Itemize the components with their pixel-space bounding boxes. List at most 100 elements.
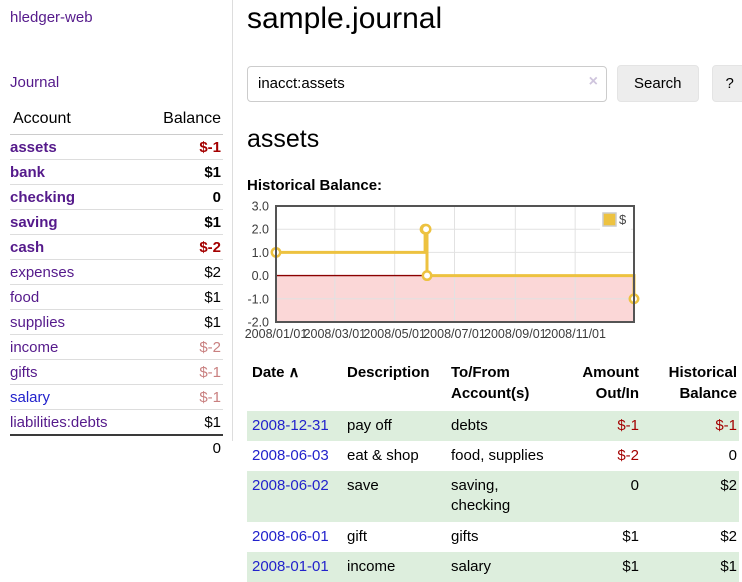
account-balance: $1	[140, 209, 223, 235]
legend-swatch	[602, 211, 617, 227]
transaction-accounts: gifts	[451, 527, 479, 545]
register-row: 2008-06-03 eat & shop food, supplies $-2 0	[247, 441, 739, 471]
account-link[interactable]: food	[10, 289, 40, 306]
transaction-date-cell: 2008-12-31	[247, 411, 347, 441]
column-header-date[interactable]: Date ∧	[252, 363, 300, 381]
column-header-amount: Amount Out/In	[582, 363, 639, 402]
sidebar-item-journal[interactable]: Journal	[10, 74, 60, 91]
account-row: liabilities:debts $1	[10, 409, 223, 435]
account-link[interactable]: liabilities:debts	[10, 414, 108, 431]
column-header-description: Description	[347, 363, 430, 381]
transaction-amount: $1	[622, 557, 639, 575]
transaction-date-cell: 2008-01-01	[247, 552, 347, 582]
chart-title: Historical Balance:	[247, 176, 383, 194]
account-heading: assets	[247, 125, 320, 153]
register-row: 2008-12-31 pay off debts $-1 $-1	[247, 410, 739, 441]
transaction-date-link[interactable]: 2008-06-03	[252, 446, 329, 464]
account-link[interactable]: supplies	[10, 314, 66, 331]
transaction-balance: 0	[728, 446, 737, 464]
y-tick-label: 3.0	[252, 199, 269, 213]
transaction-balance: $2	[720, 527, 737, 545]
account-row: saving $1	[10, 209, 223, 235]
transaction-balance: $2	[720, 477, 737, 494]
clear-search-icon[interactable]: ×	[588, 72, 598, 90]
account-balance: 0	[140, 184, 223, 210]
account-balance: $1	[140, 309, 223, 335]
help-button[interactable]: ?	[711, 65, 742, 102]
account-link[interactable]: salary	[10, 389, 51, 406]
transaction-date-link[interactable]: 2008-06-02	[252, 477, 329, 494]
account-balance: $1	[140, 409, 223, 435]
y-tick-label: -2.0	[247, 315, 269, 329]
x-tick-label: 2008/07/01	[423, 327, 486, 341]
sort-asc-icon: ∧	[288, 363, 300, 381]
data-point-marker	[421, 269, 433, 281]
balance-chart[interactable]: 3.0 2.0 1.0 0.0 -1.0 -2.02008/01/012008/03/01…	[241, 197, 701, 343]
transaction-amount: $-1	[617, 416, 639, 434]
register-row: 2008-01-01 income salary $1 $1	[247, 551, 739, 582]
transaction-amount: $1	[622, 527, 639, 545]
account-row: bank $1	[10, 159, 223, 185]
account-balance: $-2	[140, 334, 223, 360]
search-button[interactable]: Search	[617, 65, 699, 102]
accounts-header-balance: Balance	[140, 108, 223, 135]
search-input[interactable]	[247, 65, 607, 102]
page-title: sample.journal	[247, 2, 443, 35]
y-tick-label: 1.0	[252, 245, 269, 259]
account-link[interactable]: bank	[10, 164, 46, 181]
transaction-amount: $-2	[617, 446, 639, 464]
accounts-table-body: assets $-1 bank $1 checking 0 saving $1 cash $-2 e…	[10, 135, 223, 435]
x-tick-label: 2008/11/01	[544, 327, 606, 341]
account-row: income $-2	[10, 334, 223, 360]
column-header-balance: Historical Balance	[668, 363, 737, 402]
y-tick-label: 0.0	[252, 269, 269, 283]
accounts-total-row: 0	[10, 434, 223, 460]
transaction-amount: 0	[630, 477, 639, 494]
account-row: salary $-1	[10, 384, 223, 410]
transaction-date-cell: 2008-06-01	[247, 522, 347, 552]
y-tick-label: 2.0	[252, 222, 269, 236]
transaction-description: save	[347, 477, 379, 494]
account-balance: $-1	[199, 139, 221, 156]
transaction-description: income	[347, 557, 396, 575]
data-point-marker	[420, 223, 432, 235]
account-row: gifts $-1	[10, 359, 223, 385]
x-tick-label: 2008/03/01	[304, 327, 367, 341]
main-content: sample.journal × Search ? assets Histori…	[233, 0, 742, 582]
transaction-date-link[interactable]: 2008-01-01	[252, 557, 329, 575]
legend-label: $	[619, 212, 627, 227]
transaction-date-cell: 2008-06-03	[247, 441, 347, 471]
transaction-accounts: salary	[451, 557, 492, 575]
transaction-date-link[interactable]: 2008-06-01	[252, 527, 329, 545]
register-row: 2008-06-01 gift gifts $1 $2	[247, 522, 739, 552]
account-link[interactable]: expenses	[10, 264, 75, 281]
sidebar: hledger-web Journal Account Balance asse…	[0, 0, 233, 460]
account-link[interactable]: cash	[10, 239, 45, 256]
account-link[interactable]: assets	[10, 139, 57, 156]
column-header-accounts: To/From Account(s)	[451, 363, 530, 402]
account-row: expenses $2	[10, 259, 223, 285]
accounts-header-account: Account	[10, 108, 141, 135]
transaction-accounts: saving, checking	[451, 477, 511, 515]
transaction-date-link[interactable]: 2008-12-31	[252, 416, 329, 434]
register-row: 2008-06-02 save saving, checking 0 $2	[247, 471, 739, 522]
account-row: checking 0	[10, 184, 223, 210]
account-link[interactable]: gifts	[10, 364, 38, 381]
transaction-description: eat & shop	[347, 446, 419, 464]
x-tick-label: 2008/01/01	[245, 327, 308, 341]
account-balance: $1	[140, 159, 223, 185]
transaction-accounts: food, supplies	[451, 446, 544, 464]
register-table-body: 2008-12-31 pay off debts $-1 $-1 2008-06-03 ea…	[247, 410, 739, 582]
accounts-table: Account Balance assets $-1 bank $1 checking 0…	[10, 108, 223, 460]
y-tick-label: -1.0	[247, 292, 269, 306]
account-link[interactable]: saving	[10, 214, 58, 231]
transaction-date-cell: 2008-06-02	[247, 471, 347, 522]
app-title-link[interactable]: hledger-web	[10, 9, 93, 26]
account-link[interactable]: income	[10, 339, 59, 356]
account-row: assets $-1	[10, 135, 223, 160]
transaction-accounts: debts	[451, 416, 488, 434]
register-table: Date ∧ Description To/From Account(s) Amo…	[247, 360, 739, 582]
account-balance: $-1	[140, 384, 223, 410]
account-row: supplies $1	[10, 309, 223, 335]
account-link[interactable]: checking	[10, 189, 76, 206]
